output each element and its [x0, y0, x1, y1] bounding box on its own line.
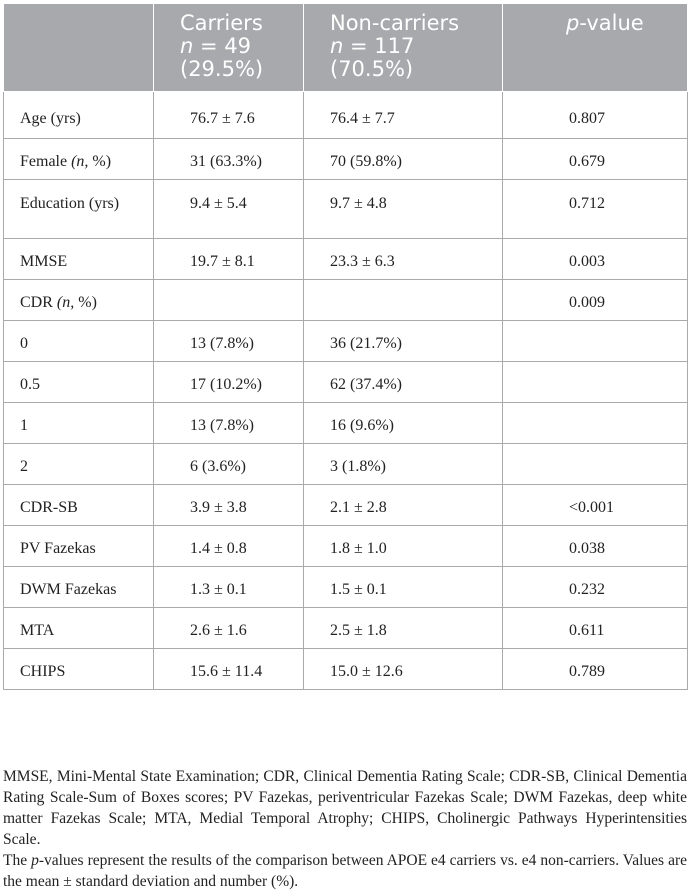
p-value: 0.789: [502, 648, 688, 690]
noncarriers-value: 2.1 ± 2.8: [303, 484, 503, 526]
noncarriers-value: 3 (1.8%): [303, 443, 503, 485]
header-carriers: Carriers n = 49 (29.5%): [153, 3, 304, 92]
row-label: MMSE: [3, 238, 154, 280]
carriers-value: 76.7 ± 7.6: [153, 91, 304, 139]
row-label: 1: [3, 402, 154, 444]
table-body: Age (yrs) 76.7 ± 7.6 76.4 ± 7.7 0.807 Female…: [3, 91, 688, 690]
header-noncarriers-title: Non-carriers: [330, 11, 460, 35]
row-label: 0.5: [3, 361, 154, 403]
header-noncarriers-n: n = 117: [330, 34, 415, 58]
row-label: CDR-SB: [3, 484, 154, 526]
carriers-value: 15.6 ± 11.4: [153, 648, 304, 690]
row-label: 0: [3, 320, 154, 362]
noncarriers-value: 15.0 ± 12.6: [303, 648, 503, 690]
table-footnote: MMSE, Mini-Mental State Examination; CDR…: [3, 766, 687, 892]
noncarriers-value: 76.4 ± 7.7: [303, 91, 503, 139]
p-value: 0.712: [502, 179, 688, 239]
table-row: CHIPS 15.6 ± 11.4 15.0 ± 12.6 0.789: [3, 648, 688, 690]
table-row: Female (n, %) 31 (63.3%) 70 (59.8%) 0.679: [3, 138, 688, 180]
p-value: 0.611: [502, 607, 688, 649]
header-noncarriers-pct: (70.5%): [330, 57, 414, 81]
row-label: MTA: [3, 607, 154, 649]
noncarriers-value: 16 (9.6%): [303, 402, 503, 444]
noncarriers-value: 9.7 ± 4.8: [303, 179, 503, 239]
table-row: MTA 2.6 ± 1.6 2.5 ± 1.8 0.611: [3, 607, 688, 649]
p-value: 0.038: [502, 525, 688, 567]
noncarriers-value: 1.8 ± 1.0: [303, 525, 503, 567]
footnote-abbreviations: MMSE, Mini-Mental State Examination; CDR…: [3, 768, 687, 848]
noncarriers-value: [303, 279, 503, 321]
carriers-value: 6 (3.6%): [153, 443, 304, 485]
table-row: 0.5 17 (10.2%) 62 (37.4%): [3, 361, 688, 403]
table-row: MMSE 19.7 ± 8.1 23.3 ± 6.3 0.003: [3, 238, 688, 280]
noncarriers-value: 2.5 ± 1.8: [303, 607, 503, 649]
table-row: PV Fazekas 1.4 ± 0.8 1.8 ± 1.0 0.038: [3, 525, 688, 567]
characteristics-table: Carriers n = 49 (29.5%) Non-carriers n =…: [3, 3, 688, 690]
table-row: CDR-SB 3.9 ± 3.8 2.1 ± 2.8 <0.001: [3, 484, 688, 526]
header-carriers-title: Carriers: [180, 11, 263, 35]
carriers-value: 2.6 ± 1.6: [153, 607, 304, 649]
row-label: Education (yrs): [3, 179, 154, 239]
header-noncarriers: Non-carriers n = 117 (70.5%): [303, 3, 503, 92]
table-row: DWM Fazekas 1.3 ± 0.1 1.5 ± 0.1 0.232: [3, 566, 688, 608]
row-label: CHIPS: [3, 648, 154, 690]
header-carriers-n: n = 49: [180, 34, 251, 58]
row-label: 2: [3, 443, 154, 485]
table-row: 1 13 (7.8%) 16 (9.6%): [3, 402, 688, 444]
carriers-value: 17 (10.2%): [153, 361, 304, 403]
row-label: Female (n, %): [3, 138, 154, 180]
p-value: 0.807: [502, 91, 688, 139]
p-value: 0.679: [502, 138, 688, 180]
carriers-value: 19.7 ± 8.1: [153, 238, 304, 280]
table-row: 0 13 (7.8%) 36 (21.7%): [3, 320, 688, 362]
p-value: 0.009: [502, 279, 688, 321]
table-row: Education (yrs) 9.4 ± 5.4 9.7 ± 4.8 0.712: [3, 179, 688, 239]
header-carriers-pct: (29.5%): [180, 57, 264, 81]
carriers-value: 9.4 ± 5.4: [153, 179, 304, 239]
table-header: Carriers n = 49 (29.5%) Non-carriers n =…: [3, 3, 688, 92]
header-empty-cell: [3, 3, 154, 92]
p-value: [502, 402, 688, 444]
header-pvalue: p-value: [502, 3, 688, 92]
row-label: CDR (n, %): [3, 279, 154, 321]
row-label: DWM Fazekas: [3, 566, 154, 608]
p-value: [502, 443, 688, 485]
noncarriers-value: 70 (59.8%): [303, 138, 503, 180]
p-value: <0.001: [502, 484, 688, 526]
footnote-note: The p-values represent the results of th…: [3, 852, 687, 890]
carriers-value: 3.9 ± 3.8: [153, 484, 304, 526]
noncarriers-value: 23.3 ± 6.3: [303, 238, 503, 280]
noncarriers-value: 1.5 ± 0.1: [303, 566, 503, 608]
noncarriers-value: 36 (21.7%): [303, 320, 503, 362]
carriers-value: [153, 279, 304, 321]
row-label: Age (yrs): [3, 91, 154, 139]
row-label: PV Fazekas: [3, 525, 154, 567]
carriers-value: 31 (63.3%): [153, 138, 304, 180]
table-row: Age (yrs) 76.7 ± 7.6 76.4 ± 7.7 0.807: [3, 91, 688, 139]
p-value: 0.232: [502, 566, 688, 608]
carriers-value: 1.4 ± 0.8: [153, 525, 304, 567]
p-value: 0.003: [502, 238, 688, 280]
noncarriers-value: 62 (37.4%): [303, 361, 503, 403]
carriers-value: 13 (7.8%): [153, 402, 304, 444]
carriers-value: 13 (7.8%): [153, 320, 304, 362]
p-value: [502, 320, 688, 362]
table-row: CDR (n, %) 0.009: [3, 279, 688, 321]
p-value: [502, 361, 688, 403]
carriers-value: 1.3 ± 0.1: [153, 566, 304, 608]
